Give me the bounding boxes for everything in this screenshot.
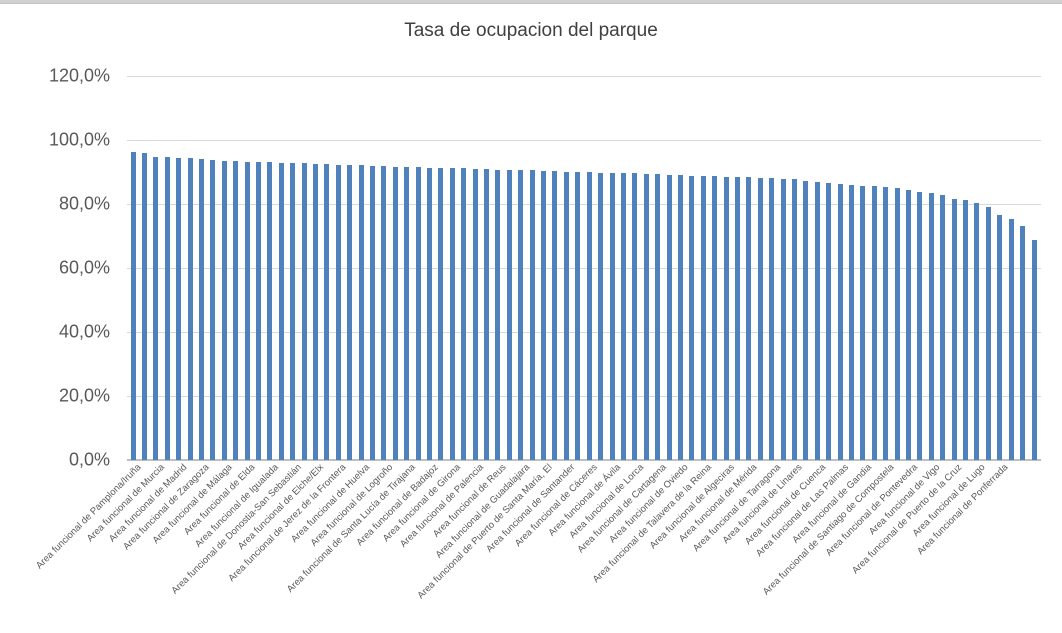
bar	[917, 191, 923, 460]
bar	[244, 161, 250, 460]
bar	[278, 162, 284, 460]
bar	[1020, 225, 1026, 460]
bar	[666, 174, 672, 460]
bar	[734, 177, 740, 460]
bar	[415, 167, 421, 460]
bar	[484, 169, 490, 460]
bar	[153, 156, 159, 460]
bar	[780, 178, 786, 460]
gridline	[127, 268, 1041, 269]
bar	[438, 167, 444, 460]
bar	[837, 184, 843, 460]
bar	[849, 184, 855, 460]
bar	[1031, 239, 1037, 460]
bar	[940, 195, 946, 460]
bar	[506, 170, 512, 460]
y-tick-label: 20,0%	[58, 385, 110, 406]
bar	[746, 177, 752, 460]
bar	[404, 166, 410, 460]
bar	[677, 175, 683, 460]
bar	[632, 173, 638, 460]
y-tick-label: 80,0%	[58, 193, 110, 214]
gridline	[127, 204, 1041, 205]
bar	[552, 171, 558, 460]
bar	[541, 170, 547, 460]
bar	[620, 172, 626, 460]
bar	[643, 173, 649, 460]
bar	[427, 167, 433, 460]
bar	[951, 198, 957, 460]
gridline	[127, 396, 1041, 397]
bar	[381, 166, 387, 460]
bar	[575, 172, 581, 460]
bar	[335, 164, 341, 460]
bar	[803, 180, 809, 460]
bar	[347, 164, 353, 460]
bar	[723, 176, 729, 460]
plot-area	[127, 76, 1041, 461]
bar	[255, 162, 261, 460]
y-tick-label: 100,0%	[48, 129, 110, 150]
bar	[586, 172, 592, 460]
bar	[141, 153, 147, 460]
bar	[164, 157, 170, 460]
x-axis-line	[127, 459, 1041, 461]
bar	[198, 158, 204, 460]
bar	[301, 163, 307, 460]
bar	[906, 190, 912, 460]
bar	[860, 185, 866, 460]
bar	[894, 188, 900, 460]
bar	[187, 158, 193, 460]
gridline	[127, 332, 1041, 333]
y-tick-label: 120,0%	[48, 65, 110, 86]
bar	[176, 157, 182, 460]
bar	[814, 181, 820, 460]
bar	[791, 179, 797, 460]
bar	[518, 170, 524, 460]
y-tick-label: 0,0%	[68, 449, 110, 470]
bar	[312, 163, 318, 460]
bar	[963, 200, 969, 460]
bar	[757, 177, 763, 460]
bar	[700, 176, 706, 460]
bar	[655, 173, 661, 460]
y-tick-label: 60,0%	[58, 257, 110, 278]
bar	[1008, 219, 1014, 460]
bar	[495, 169, 501, 460]
bar	[449, 168, 455, 460]
bar	[472, 169, 478, 460]
bar	[370, 165, 375, 460]
bar	[974, 203, 980, 460]
bar	[461, 168, 467, 460]
bar	[267, 162, 273, 460]
bar	[598, 172, 604, 460]
bar	[290, 163, 296, 460]
bar	[826, 182, 832, 460]
bar	[883, 187, 889, 460]
chart-title: Tasa de ocupacion del parque	[404, 20, 658, 41]
bar	[221, 160, 227, 460]
y-tick-label: 40,0%	[58, 321, 110, 342]
gridline	[127, 140, 1041, 141]
bar	[358, 165, 364, 460]
bar	[928, 193, 934, 460]
bar	[871, 186, 877, 460]
bar	[233, 161, 239, 460]
bar	[324, 164, 330, 460]
bar	[210, 159, 216, 460]
window-top-edge	[0, 0, 1062, 4]
bar	[689, 175, 695, 460]
gridline	[127, 76, 1041, 77]
bar	[985, 206, 991, 460]
bar	[392, 166, 398, 460]
bar	[563, 171, 569, 460]
bar	[609, 172, 615, 460]
bar	[529, 170, 535, 460]
bar	[769, 178, 775, 460]
bar	[997, 214, 1003, 460]
bar	[130, 151, 136, 460]
bar	[712, 176, 718, 460]
